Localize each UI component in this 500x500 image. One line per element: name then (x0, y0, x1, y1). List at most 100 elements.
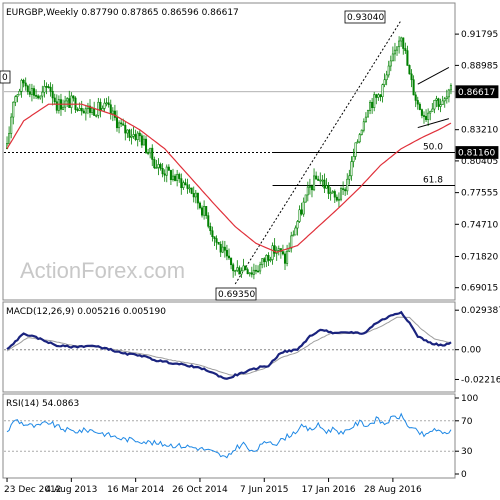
x-tick-label: 17 Jan 2016 (302, 485, 356, 495)
x-tick-label: 16 Mar 2014 (107, 485, 164, 495)
candle-body (149, 147, 152, 154)
candle-body (120, 122, 123, 125)
candle-body (122, 123, 125, 126)
candle-body (99, 101, 102, 111)
candle-body (271, 245, 274, 260)
candle-body (174, 175, 177, 181)
candle-body (244, 265, 247, 270)
candle-body (329, 192, 332, 195)
candle-body (70, 95, 73, 108)
candle-body (286, 250, 289, 264)
candle-body (8, 133, 11, 144)
high-price-label-box (344, 10, 386, 24)
candle-body (342, 188, 345, 190)
candle-body (41, 91, 44, 97)
candle-body (302, 201, 305, 215)
candle-body (207, 215, 210, 227)
y-tick-label: 0.88985 (461, 61, 498, 71)
candle-body (157, 164, 160, 168)
candle-body (188, 187, 191, 190)
candle-body (55, 101, 58, 111)
left-cut-label-box (0, 70, 11, 84)
candle-body (107, 102, 110, 106)
current-price-label-box (455, 85, 499, 99)
candle-body (290, 235, 293, 249)
candle-body (97, 101, 100, 116)
candle-body (182, 182, 185, 188)
candle-body (62, 106, 65, 110)
candle-body (88, 105, 92, 113)
candle-body (248, 272, 251, 275)
candle-body (431, 108, 434, 112)
candle-body (51, 90, 54, 99)
candle-body (265, 255, 268, 263)
candle-body (236, 267, 239, 271)
candle-body (360, 129, 363, 135)
candle-body (14, 96, 17, 103)
candle-body (427, 112, 430, 120)
candle-body (205, 206, 208, 216)
candle-body (294, 227, 297, 236)
candle-body (391, 53, 394, 62)
candle-body (35, 95, 38, 97)
candle-body (261, 258, 264, 266)
candle-body (412, 79, 415, 96)
candle-body (263, 258, 266, 263)
candle-body (227, 255, 231, 259)
candle-body (171, 175, 175, 180)
candle-body (381, 84, 384, 98)
candle-body (439, 104, 442, 107)
candle-body (22, 79, 25, 84)
candle-body (404, 48, 407, 51)
candle-body (186, 184, 189, 189)
y-tick-label: 0.69015 (461, 284, 498, 294)
x-tick-label: 23 Dec 2012 (4, 485, 62, 495)
candle-body (132, 134, 135, 137)
y-tick-label: 0.91795 (461, 30, 498, 40)
candle-body (223, 246, 226, 251)
y-tick-label: 100 (461, 394, 478, 404)
candle-body (78, 107, 81, 111)
candle-body (32, 88, 36, 96)
candle-body (95, 115, 98, 117)
candle-body (105, 102, 108, 105)
candle-body (298, 209, 301, 222)
candle-body (57, 99, 60, 111)
candle-body (331, 191, 334, 194)
candle-body (93, 107, 96, 116)
candle-body (321, 179, 324, 182)
candle-body (327, 185, 330, 194)
candle-body (147, 152, 150, 154)
candle-body (385, 74, 388, 81)
candle-body (130, 135, 133, 138)
candle-body (10, 116, 13, 134)
moving-average-line (6, 103, 452, 253)
price-title: EURGBP,Weekly 0.87790 0.87865 0.86596 0.… (6, 8, 239, 18)
channel-lower-line (417, 118, 450, 129)
candle-body (80, 107, 83, 112)
candle-body (447, 89, 450, 98)
candle-body (296, 221, 299, 229)
candle-body (325, 185, 328, 189)
candle-body (449, 85, 452, 91)
candle-body (393, 49, 396, 55)
candle-body (308, 185, 311, 188)
fib-618-label: 61.8 (423, 175, 443, 185)
candle-body (18, 90, 21, 96)
candle-body (317, 178, 320, 181)
candle-body (377, 94, 380, 98)
candle-body (140, 135, 143, 146)
candle-body (389, 60, 392, 67)
price-reference-lines: 50.0 61.8 (4, 19, 455, 285)
y-tick-label: 70 (461, 417, 473, 427)
candle-body (142, 138, 145, 146)
macd-panel: MACD(12,26,9) 0.005216 0.005190 0.029387… (2, 301, 500, 393)
candle-body (151, 147, 154, 160)
candle-body (209, 226, 212, 232)
candle-body (429, 111, 432, 114)
candle-body (91, 107, 94, 113)
candle-body (362, 121, 365, 131)
candle-body (396, 46, 399, 51)
